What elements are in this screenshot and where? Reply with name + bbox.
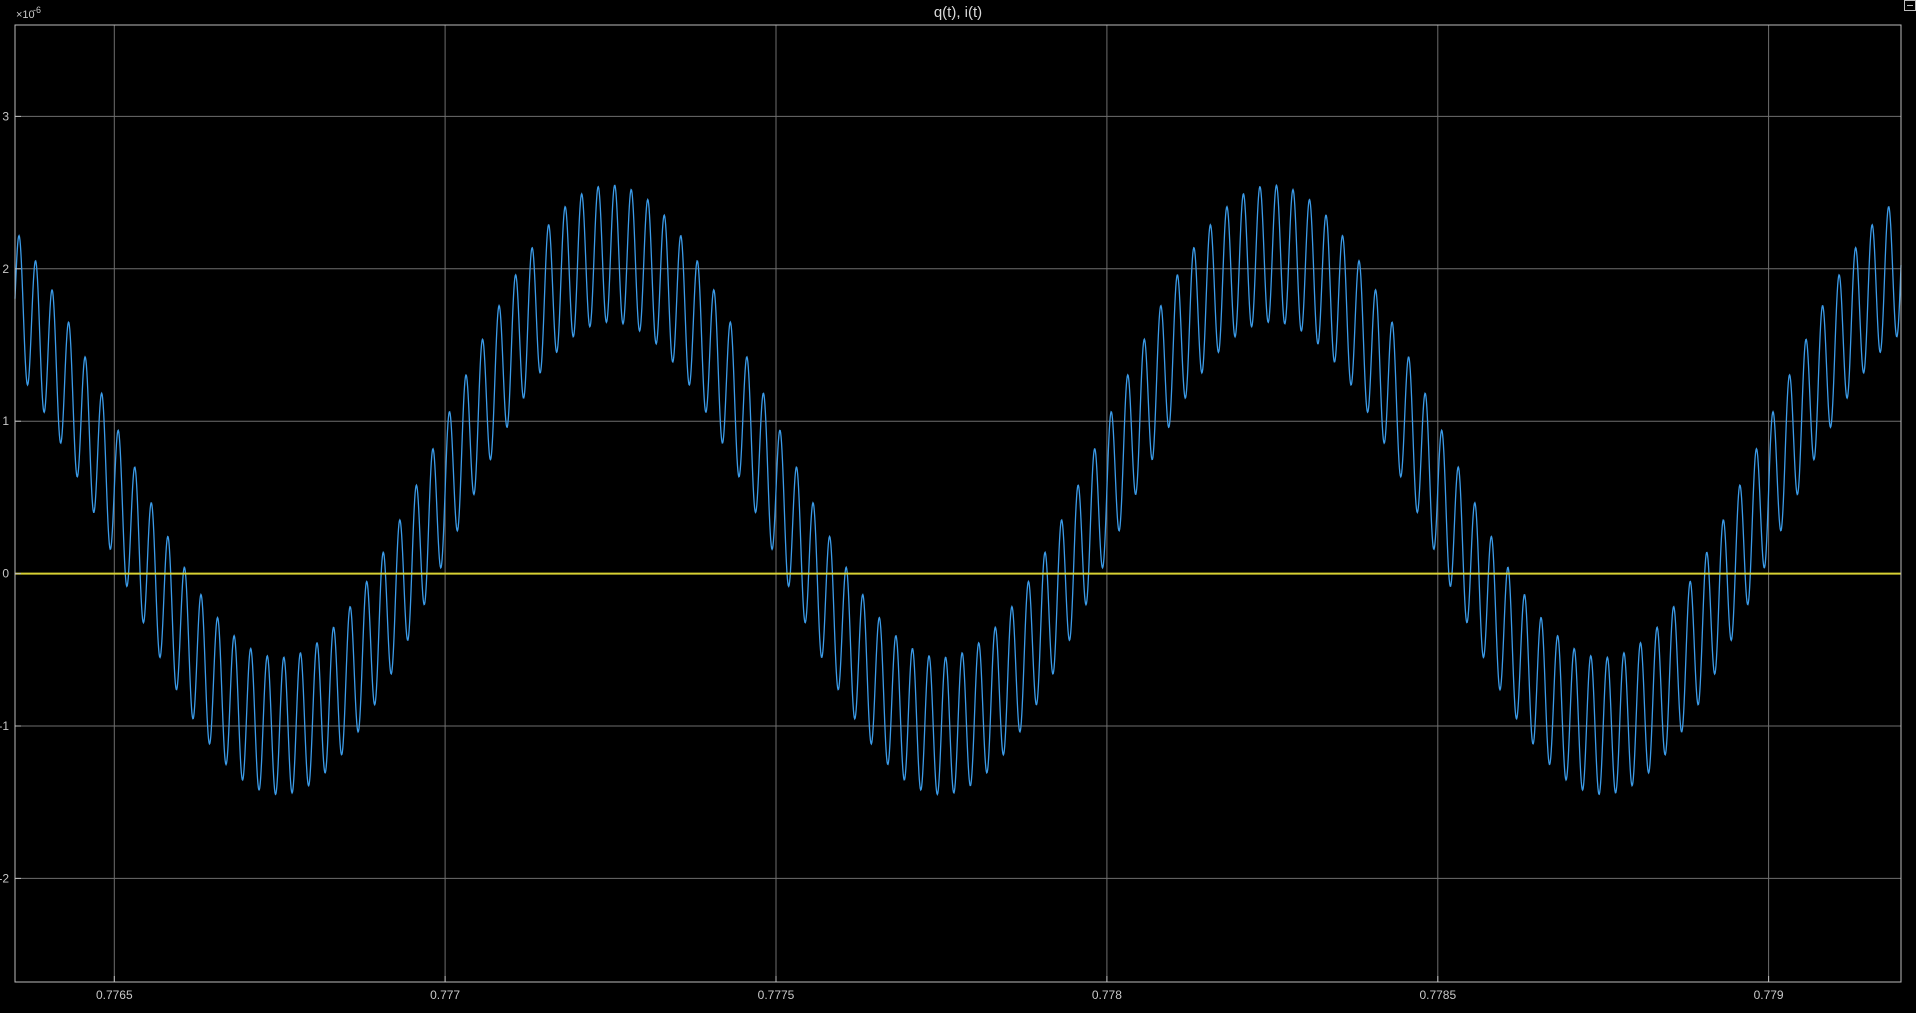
y-tick-label: 0 (2, 567, 9, 581)
x-tick-label: 0.7785 (1419, 988, 1456, 1002)
y-exponent-power: -6 (33, 5, 41, 15)
x-tick-label: 0.779 (1754, 988, 1784, 1002)
chart-title: q(t), i(t) (934, 4, 982, 21)
tick-labels: 0.7765 0.777 0.7775 0.778 0.7785 0.779 -2 -1 0 1 2… (0, 109, 1784, 1002)
axes-toggle-button[interactable] (1904, 0, 1916, 11)
series-q-line (14, 183, 1902, 796)
series-layer (14, 183, 1902, 796)
y-tick-label: 3 (2, 109, 9, 123)
y-tick-label: 1 (2, 414, 9, 428)
x-tick-label: 0.7765 (96, 988, 133, 1002)
x-tick-label: 0.7775 (758, 988, 795, 1002)
x-tick-label: 0.777 (430, 988, 460, 1002)
y-tick-label: -1 (0, 719, 9, 733)
grid-lines (15, 25, 1901, 982)
plot-frame (14, 24, 1902, 983)
y-tick-label: -2 (0, 871, 9, 885)
y-tick-label: 2 (2, 262, 9, 276)
x-tick-label: 0.778 (1092, 988, 1122, 1002)
y-exponent-base: ×10 (16, 9, 35, 21)
y-exponent-label: ×10 -6 (16, 5, 41, 21)
